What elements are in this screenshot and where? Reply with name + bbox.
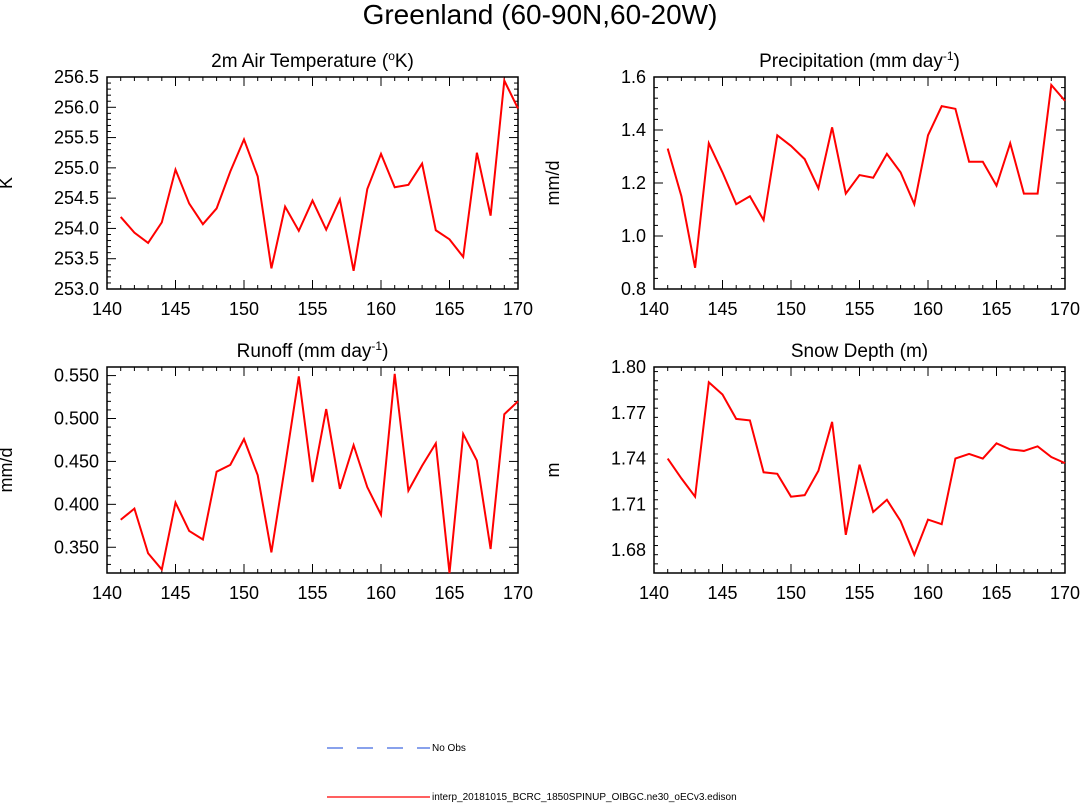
x-tick-label: 160 [913, 583, 943, 603]
y-tick-label: 254.0 [54, 218, 99, 238]
x-tick-label: 160 [366, 583, 396, 603]
x-tick-label: 145 [160, 299, 190, 319]
chart-air-temperature: 2m Air Temperature (oK) 140 145 150 155 160 16… [0, 49, 533, 319]
y-tick-label: 1.6 [621, 67, 646, 87]
x-tick-label: 155 [297, 299, 327, 319]
x-tick-label: 150 [776, 583, 806, 603]
figure-title: Greenland (60-90N,60-20W) [363, 0, 718, 30]
x-tick-label: 170 [503, 583, 533, 603]
chart-title-precipitation: Precipitation (mm day-1) [759, 49, 960, 72]
y-tick-label: 0.400 [54, 494, 99, 514]
x-tick-label: 170 [503, 299, 533, 319]
y-tick-label: 255.0 [54, 158, 99, 178]
x-tick-label: 170 [1050, 299, 1080, 319]
plot-frame-runoff [106, 366, 519, 574]
y-tick-label: 1.2 [621, 173, 646, 193]
y-tick-label: 1.80 [611, 357, 646, 377]
x-tick-label: 145 [160, 583, 190, 603]
plot-frame-precipitation [653, 76, 1066, 290]
y-tick-label: 0.500 [54, 409, 99, 429]
y-tick-label: 1.0 [621, 226, 646, 246]
y-tick-label: 1.4 [621, 120, 646, 140]
x-tick-label: 140 [92, 299, 122, 319]
y-tick-label: 256.0 [54, 97, 99, 117]
legend: No Obs interp_20181015_BCRC_1850SPINUP_O… [327, 743, 737, 803]
y-tick-label: 1.77 [611, 403, 646, 423]
chart-precipitation: Precipitation (mm day-1) 140 145 150 155 160 1… [543, 49, 1080, 319]
y-axis-label-precipitation: mm/d [543, 161, 563, 206]
x-tick-label: 170 [1050, 583, 1080, 603]
chart-title-air-temperature: 2m Air Temperature (oK) [211, 49, 414, 72]
x-tick-label: 140 [639, 299, 669, 319]
x-tick-label: 165 [981, 583, 1011, 603]
x-tick-label: 155 [844, 299, 874, 319]
x-tick-label: 140 [639, 583, 669, 603]
chart-snow-depth: Snow Depth (m) 140 145 150 155 160 165 170 1.68 1… [543, 341, 1080, 603]
x-tick-label: 165 [981, 299, 1011, 319]
y-tick-label: 1.68 [611, 540, 646, 560]
chart-runoff: Runoff (mm day-1) 140 145 150 155 160 165 170 0.… [0, 339, 533, 603]
chart-title-snow-depth: Snow Depth (m) [791, 341, 928, 362]
y-axis-label-air-temperature: K [0, 177, 16, 189]
x-tick-label: 165 [434, 583, 464, 603]
y-axis-label-runoff: mm/d [0, 448, 16, 493]
x-tick-label: 155 [297, 583, 327, 603]
y-tick-label: 254.5 [54, 188, 99, 208]
x-tick-label: 140 [92, 583, 122, 603]
series-line-precipitation [666, 82, 1066, 268]
legend-label-no-obs: No Obs [432, 743, 466, 754]
x-tick-label: 145 [707, 583, 737, 603]
series-line-runoff [120, 373, 519, 574]
y-tick-label: 1.71 [611, 494, 646, 514]
x-tick-label: 160 [913, 299, 943, 319]
y-tick-label: 256.5 [54, 67, 99, 87]
plot-frame-air-temperature [106, 76, 519, 290]
x-tick-label: 165 [434, 299, 464, 319]
y-tick-label: 0.550 [54, 366, 99, 386]
x-tick-label: 160 [366, 299, 396, 319]
y-tick-label: 0.8 [621, 279, 646, 299]
y-tick-label: 253.5 [54, 249, 99, 269]
x-tick-label: 150 [776, 299, 806, 319]
series-line-snow-depth [666, 380, 1066, 558]
y-tick-label: 255.5 [54, 128, 99, 148]
y-tick-label: 253.0 [54, 279, 99, 299]
series-line-air-temperature [119, 77, 519, 272]
legend-label-model: interp_20181015_BCRC_1850SPINUP_OIBGC.ne… [432, 792, 737, 803]
x-tick-label: 150 [229, 299, 259, 319]
x-tick-label: 145 [707, 299, 737, 319]
x-tick-label: 150 [229, 583, 259, 603]
plot-frame-snow-depth [653, 366, 1066, 574]
x-tick-label: 155 [844, 583, 874, 603]
y-tick-label: 0.450 [54, 451, 99, 471]
y-axis-label-snow-depth: m [543, 463, 563, 478]
chart-panels: 2m Air Temperature (oK) 140 145 150 155 160 16… [0, 49, 1080, 603]
y-tick-label: 0.350 [54, 537, 99, 557]
y-tick-label: 1.74 [611, 449, 646, 469]
chart-title-runoff: Runoff (mm day-1) [237, 339, 389, 362]
